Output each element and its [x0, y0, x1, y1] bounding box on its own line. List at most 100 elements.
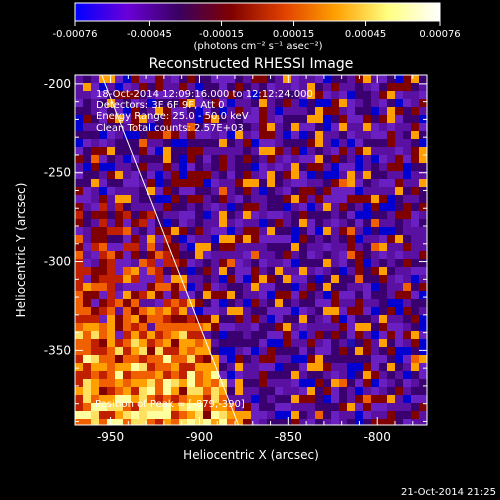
heatmap-cell — [75, 331, 83, 339]
heatmap-cell — [235, 139, 243, 147]
heatmap-cell — [259, 163, 267, 171]
heatmap-cell — [203, 291, 211, 299]
heatmap-cell — [251, 251, 259, 259]
heatmap-cell — [355, 107, 363, 115]
heatmap-cell — [259, 307, 267, 315]
heatmap-cell — [371, 219, 379, 227]
heatmap-cell — [331, 267, 339, 275]
heatmap-cell — [323, 347, 331, 355]
heatmap-cell — [219, 307, 227, 315]
heatmap-cell — [275, 107, 283, 115]
heatmap-cell — [411, 347, 419, 355]
heatmap-cell — [403, 123, 411, 131]
heatmap-cell — [291, 307, 299, 315]
heatmap-cell — [331, 139, 339, 147]
heatmap-cell — [219, 299, 227, 307]
heatmap-cell — [347, 275, 355, 283]
heatmap-cell — [179, 147, 187, 155]
heatmap-cell — [179, 283, 187, 291]
heatmap-cell — [219, 315, 227, 323]
heatmap-cell — [299, 323, 307, 331]
heatmap-cell — [419, 195, 427, 203]
heatmap-cell — [315, 83, 323, 91]
heatmap-cell — [307, 403, 315, 411]
heatmap-cell — [219, 163, 227, 171]
heatmap-cell — [243, 203, 251, 211]
heatmap-cell — [131, 307, 139, 315]
heatmap-cell — [75, 195, 83, 203]
heatmap-cell — [251, 379, 259, 387]
heatmap-cell — [99, 291, 107, 299]
heatmap-cell — [411, 267, 419, 275]
heatmap-cell — [331, 171, 339, 179]
heatmap-cell — [403, 403, 411, 411]
heatmap-cell — [227, 243, 235, 251]
heatmap-cell — [243, 115, 251, 123]
heatmap-cell — [267, 91, 275, 99]
heatmap-cell — [291, 171, 299, 179]
heatmap-cell — [259, 195, 267, 203]
heatmap-cell — [251, 131, 259, 139]
heatmap-cell — [267, 139, 275, 147]
heatmap-cell — [131, 171, 139, 179]
heatmap-cell — [403, 307, 411, 315]
heatmap-cell — [147, 411, 155, 419]
heatmap-cell — [387, 219, 395, 227]
heatmap-cell — [323, 387, 331, 395]
heatmap-cell — [211, 195, 219, 203]
heatmap-cell — [163, 139, 171, 147]
heatmap-cell — [315, 99, 323, 107]
heatmap-cell — [115, 307, 123, 315]
heatmap-cell — [267, 355, 275, 363]
heatmap-cell — [355, 387, 363, 395]
heatmap-cell — [355, 163, 363, 171]
heatmap-cell — [243, 163, 251, 171]
heatmap-cell — [347, 347, 355, 355]
heatmap-cell — [363, 123, 371, 131]
heatmap-cell — [275, 307, 283, 315]
heatmap-cell — [259, 91, 267, 99]
heatmap-cell — [83, 203, 91, 211]
heatmap-cell — [91, 411, 99, 419]
heatmap-cell — [195, 387, 203, 395]
heatmap-cell — [275, 91, 283, 99]
heatmap-cell — [323, 243, 331, 251]
heatmap-cell — [363, 395, 371, 403]
heatmap-cell — [195, 171, 203, 179]
heatmap-cell — [323, 163, 331, 171]
heatmap-cell — [403, 179, 411, 187]
heatmap-cell — [291, 363, 299, 371]
heatmap-cell — [355, 371, 363, 379]
heatmap-cell — [259, 379, 267, 387]
heatmap-cell — [107, 115, 115, 123]
heatmap-cell — [363, 211, 371, 219]
heatmap-cell — [195, 267, 203, 275]
heatmap-cell — [355, 171, 363, 179]
heatmap-cell — [275, 235, 283, 243]
heatmap-cell — [411, 331, 419, 339]
heatmap-cell — [283, 227, 291, 235]
heatmap-cell — [307, 371, 315, 379]
heatmap-cell — [187, 355, 195, 363]
heatmap-cell — [243, 315, 251, 323]
heatmap-cell — [411, 139, 419, 147]
heatmap-cell — [155, 331, 163, 339]
heatmap-cell — [139, 147, 147, 155]
heatmap-cell — [227, 267, 235, 275]
heatmap-cell — [347, 339, 355, 347]
heatmap-cell — [371, 203, 379, 211]
heatmap-cell — [315, 115, 323, 123]
heatmap-cell — [179, 395, 187, 403]
heatmap-cell — [395, 339, 403, 347]
heatmap-cell — [83, 259, 91, 267]
heatmap-cell — [339, 163, 347, 171]
heatmap-cell — [379, 203, 387, 211]
heatmap-cell — [403, 323, 411, 331]
heatmap-cell — [371, 147, 379, 155]
heatmap-cell — [195, 259, 203, 267]
heatmap-cell — [75, 403, 83, 411]
heatmap-cell — [259, 235, 267, 243]
heatmap-cell — [163, 363, 171, 371]
heatmap-cell — [91, 171, 99, 179]
heatmap-cell — [75, 147, 83, 155]
